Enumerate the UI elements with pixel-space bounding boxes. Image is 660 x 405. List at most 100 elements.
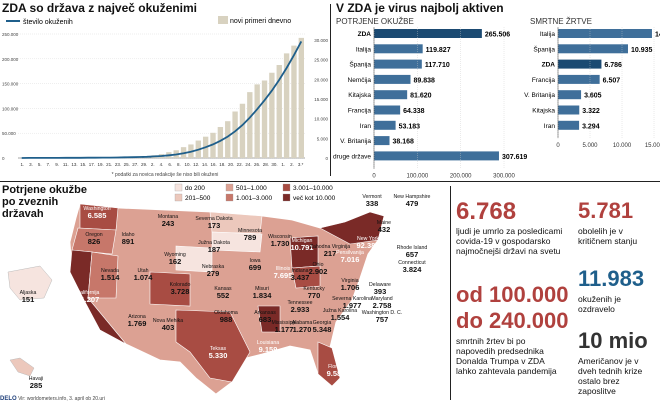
legend-bar-swatch [218, 16, 228, 24]
x-tick-label: 27. [132, 162, 138, 167]
daily-cases-bar [298, 37, 304, 158]
state-value-label: 9.585 [327, 369, 346, 378]
x-tick-label: 200.000 [450, 174, 472, 180]
x-tick-label: 10. [184, 162, 190, 167]
state-value-label: 770 [308, 291, 321, 300]
legend-swatch [225, 193, 234, 202]
state-name-label: Misuri [255, 286, 269, 292]
country-bar [558, 59, 602, 69]
x-tick-label: 14. [202, 162, 208, 167]
hawaii-shape [9, 357, 35, 377]
x-tick-label: 7. [47, 162, 51, 167]
state-name-label: Severna Dakota [195, 216, 232, 222]
category-label: Iran [360, 123, 372, 130]
state-value-label: 1.074 [134, 273, 154, 282]
x-tick-label: 2. [151, 162, 155, 167]
state-value-label: 432 [378, 225, 391, 234]
daily-cases-bar [210, 132, 216, 158]
x-tick-label: 3. [29, 162, 33, 167]
category-label: Kitajska [348, 92, 371, 99]
state-value-label: 552 [217, 291, 230, 300]
state-value-label: 988 [220, 315, 233, 324]
state-name-label: Kansas [214, 286, 232, 292]
state-value-label: 1.177 [275, 325, 294, 334]
chart-footnote: * podatki za novica redakcije še niso bi… [112, 172, 219, 178]
forecast-value-from: od 100.000 [456, 282, 569, 307]
map-title-line1: Potrjene okužbe [2, 184, 87, 196]
x-tick-label: 19. [97, 162, 103, 167]
state-name-label: Iowa [250, 258, 261, 264]
critical-value: 5.781 [578, 198, 634, 223]
bar-value-label: 6.507 [603, 77, 621, 84]
y2-tick-label: 15.000 [314, 97, 328, 102]
x-tick-label: 26. [254, 162, 260, 167]
state-name-label: Montana [158, 214, 178, 220]
country-bar [374, 59, 422, 69]
state-name-label: Rhode Island [397, 245, 428, 251]
state-shape [175, 309, 251, 383]
bar-value-label: 117.710 [425, 62, 450, 69]
unemployed-value: 10 mio [578, 328, 648, 353]
map-title-line3: državah [2, 208, 44, 220]
x-tick-label: 13. [71, 162, 77, 167]
unemployed-text: Američanov je v dveh tednih krize ostalo… [578, 356, 643, 396]
x-tick-label: 23. [115, 162, 121, 167]
daily-cases-bar [291, 45, 297, 158]
state-name-label: Kolorado [170, 282, 191, 288]
bar-value-label: 64.338 [403, 108, 425, 115]
state-name-label: Kentucky [303, 286, 325, 292]
map-title-line2: po zveznih [2, 196, 59, 208]
x-tick-label: 1. [281, 162, 285, 167]
state-name-label: Oregon [85, 232, 102, 238]
legend-swatch [225, 183, 234, 192]
comparison-title: V ZDA je virus najbolj aktiven [336, 1, 504, 15]
state-name-label: Maine [377, 220, 391, 226]
state-value-label: 151 [22, 295, 35, 304]
state-name-label: New Jersey [398, 272, 426, 278]
x-tick-label: 16. [211, 162, 217, 167]
daily-cases-chart: število okuženih novi primeri dnevno 250… [2, 16, 328, 178]
legend-label: več kot 10.000 [293, 195, 336, 202]
us-map-panel: Potrjene okužbe po zveznih državah do 20… [0, 182, 450, 405]
state-name-label: New York [357, 236, 379, 242]
state-value-label: 243 [162, 219, 175, 228]
map-legend: do 200 201–500 501–1.000 1.001–3.000 3.001–1… [174, 183, 336, 202]
x-tick-label: 1. [20, 162, 24, 167]
state-name-label: Connecticut [398, 260, 426, 266]
state-shape [291, 265, 321, 289]
state-value-label: 393 [374, 287, 387, 296]
state-name-label: Mississippi [271, 320, 296, 326]
daily-cases-bar [247, 92, 253, 158]
bar-value-label: 6.786 [604, 62, 622, 69]
x-tick-label: 20. [228, 162, 234, 167]
state-value-label: 657 [406, 250, 419, 259]
legend-label: 501–1.000 [236, 185, 267, 192]
x-tick-label: 28. [263, 162, 269, 167]
state-value-label: 891 [122, 237, 135, 246]
state-value-label: 3.437 [291, 273, 310, 282]
state-value-label: 789 [244, 233, 257, 242]
state-shape [87, 251, 119, 299]
category-label: druge države [333, 153, 371, 160]
state-name-label: Južna Dakota [198, 240, 230, 246]
bar-value-label: 3.294 [582, 123, 600, 130]
state-value-label: 338 [366, 199, 379, 208]
country-bar [374, 105, 401, 115]
y-tick-label: 250.000 [2, 32, 19, 37]
x-tick-label: 5.000 [582, 143, 598, 149]
state-value-label: 1.977 [343, 301, 362, 310]
x-tick-label: 4. [160, 162, 164, 167]
recovered-value: 11.983 [578, 266, 645, 291]
state-value-label: 5.348 [313, 325, 332, 334]
state-value-label: 403 [162, 323, 175, 332]
x-tick-label: 5. [38, 162, 42, 167]
state-value-label: 479 [406, 199, 419, 208]
chart-title: ZDA so država z največ okuženimi [2, 1, 197, 15]
x-tick-label: 25. [124, 162, 130, 167]
map-title: Potrjene okužbe po zveznih državah [2, 184, 87, 220]
state-name-label: Illinois [276, 266, 291, 272]
state-name-label: Maryland [371, 296, 392, 302]
state-shape [319, 211, 385, 245]
daily-cases-bar [217, 127, 224, 158]
y2-tick-label: 20.000 [314, 77, 328, 82]
